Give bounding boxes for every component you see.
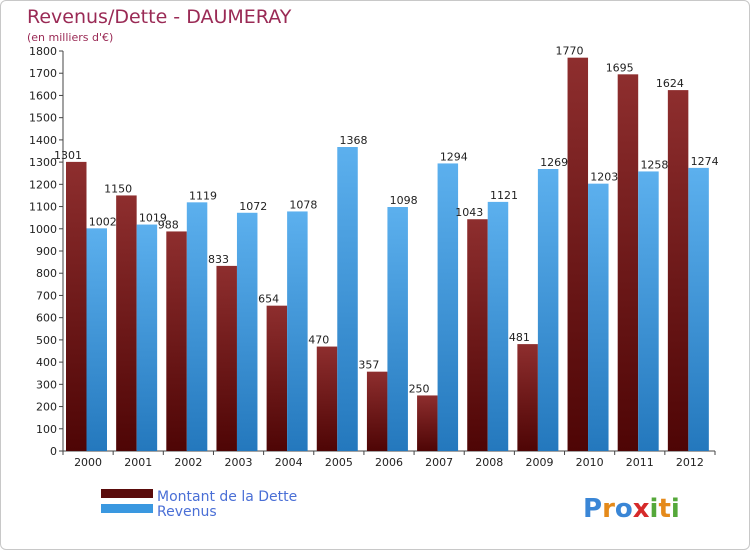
debt-value-label: 250 <box>409 382 430 395</box>
debt-bar <box>166 231 187 451</box>
revenue-bar <box>337 147 358 451</box>
revenue-bar <box>638 171 659 451</box>
legend: Montant de la Dette Revenus <box>101 489 297 520</box>
proxiti-logo-text: Proxiti <box>583 494 680 524</box>
x-tick-label: 2004 <box>275 456 303 469</box>
y-tick-label: 700 <box>36 289 57 302</box>
x-tick-label: 2008 <box>475 456 503 469</box>
debt-bar <box>216 266 237 451</box>
y-tick-label: 1700 <box>29 67 57 80</box>
debt-bar <box>267 306 288 451</box>
revenue-value-label: 1368 <box>340 134 368 147</box>
revenue-value-label: 1121 <box>490 189 518 202</box>
debt-value-label: 654 <box>258 293 279 306</box>
debt-bar <box>568 58 589 451</box>
debt-bar <box>367 372 388 451</box>
proxiti-logo: Proxiti <box>583 494 680 524</box>
revenue-value-label: 1294 <box>440 150 468 163</box>
debt-value-label: 1695 <box>606 61 634 74</box>
legend-label-revenue: Revenus <box>157 504 217 520</box>
debt-value-label: 481 <box>509 331 530 344</box>
x-tick-label: 2001 <box>124 456 152 469</box>
bar-chart: Revenus/Dette - DAUMERAY (en milliers d'… <box>1 1 750 551</box>
y-tick-label: 1400 <box>29 134 57 147</box>
debt-value-label: 357 <box>358 359 379 372</box>
x-tick-label: 2009 <box>525 456 553 469</box>
debt-value-label: 988 <box>158 218 179 231</box>
revenue-bar <box>688 168 709 451</box>
legend-swatch-revenue <box>101 504 153 513</box>
revenue-bar <box>287 211 308 451</box>
debt-bar <box>417 395 438 451</box>
debt-value-label: 470 <box>308 334 329 347</box>
y-tick-label: 400 <box>36 356 57 369</box>
y-tick-label: 1600 <box>29 89 57 102</box>
revenue-bar <box>237 213 258 451</box>
y-tick-label: 0 <box>50 445 57 458</box>
y-tick-label: 300 <box>36 378 57 391</box>
revenue-value-label: 1274 <box>691 155 719 168</box>
x-tick-label: 2002 <box>174 456 202 469</box>
debt-value-label: 1301 <box>54 149 82 162</box>
y-tick-label: 1300 <box>29 156 57 169</box>
debt-value-label: 1150 <box>104 182 132 195</box>
y-tick-label: 500 <box>36 334 57 347</box>
y-tick-label: 600 <box>36 312 57 325</box>
x-tick-label: 2005 <box>325 456 353 469</box>
y-tick-label: 1100 <box>29 201 57 214</box>
chart-frame: Revenus/Dette - DAUMERAY (en milliers d'… <box>0 0 750 550</box>
debt-bar <box>467 219 488 451</box>
revenue-bar <box>137 225 158 451</box>
chart-subtitle: (en milliers d'€) <box>27 31 113 44</box>
revenue-bar <box>538 169 559 451</box>
revenue-value-label: 1119 <box>189 189 217 202</box>
revenue-value-label: 1269 <box>540 156 568 169</box>
revenue-bar <box>588 184 609 451</box>
revenue-bar <box>387 207 408 451</box>
y-tick-label: 1200 <box>29 178 57 191</box>
x-tick-label: 2003 <box>225 456 253 469</box>
y-tick-label: 1800 <box>29 45 57 58</box>
debt-value-label: 1043 <box>455 206 483 219</box>
y-tick-label: 800 <box>36 267 57 280</box>
revenue-bar <box>87 228 108 451</box>
revenue-value-label: 1078 <box>289 198 317 211</box>
debt-bar <box>66 162 87 451</box>
debt-value-label: 833 <box>208 253 229 266</box>
debt-value-label: 1624 <box>656 77 684 90</box>
debt-value-label: 1770 <box>556 45 584 58</box>
y-tick-label: 1000 <box>29 223 57 236</box>
x-tick-label: 2012 <box>676 456 704 469</box>
bars <box>66 58 709 451</box>
debt-bar <box>517 344 538 451</box>
debt-bar <box>668 90 689 451</box>
debt-bar <box>317 347 338 451</box>
x-tick-label: 2011 <box>626 456 654 469</box>
legend-label-debt: Montant de la Dette <box>157 489 297 505</box>
y-tick-label: 1500 <box>29 112 57 125</box>
revenue-value-label: 1098 <box>390 194 418 207</box>
legend-swatch-debt <box>101 489 153 498</box>
revenue-value-label: 1072 <box>239 200 267 213</box>
revenue-value-label: 1258 <box>640 158 668 171</box>
debt-bar <box>618 74 639 451</box>
chart-title: Revenus/Dette - DAUMERAY <box>27 6 292 28</box>
revenue-bar <box>187 202 208 451</box>
x-tick-label: 2007 <box>425 456 453 469</box>
revenue-bar <box>488 202 509 451</box>
x-tick-label: 2010 <box>576 456 604 469</box>
y-tick-label: 900 <box>36 245 57 258</box>
debt-bar <box>116 195 136 451</box>
revenue-value-label: 1002 <box>89 215 117 228</box>
y-tick-label: 200 <box>36 401 57 414</box>
x-tick-label: 2000 <box>74 456 102 469</box>
x-tick-label: 2006 <box>375 456 403 469</box>
revenue-value-label: 1203 <box>590 171 618 184</box>
y-tick-label: 100 <box>36 423 57 436</box>
